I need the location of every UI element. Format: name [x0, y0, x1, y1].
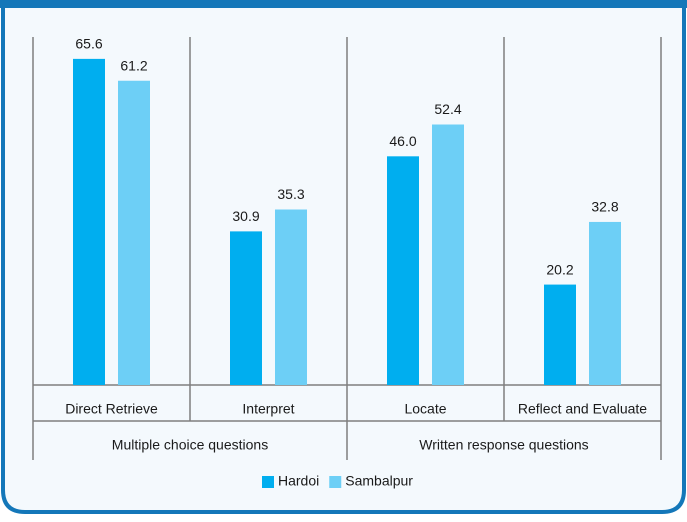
value-label: 52.4 — [434, 101, 461, 117]
bar — [230, 231, 262, 385]
legend-label: Hardoi — [278, 473, 319, 489]
bar — [432, 124, 464, 386]
group-label: Multiple choice questions — [112, 437, 268, 453]
category-label: Locate — [404, 401, 446, 417]
legend-swatch — [262, 476, 274, 488]
value-label: 32.8 — [591, 199, 618, 215]
bar — [544, 284, 576, 385]
bar — [73, 58, 105, 385]
category-label: Interpret — [242, 401, 294, 417]
frame-top — [0, 0, 687, 8]
bar — [589, 221, 621, 385]
legend-label: Sambalpur — [345, 473, 413, 489]
value-label: 61.2 — [120, 57, 147, 73]
bar — [387, 156, 419, 385]
value-label: 20.2 — [546, 261, 573, 277]
bar — [118, 80, 150, 386]
value-label: 30.9 — [232, 208, 259, 224]
legend-swatch — [329, 476, 342, 488]
bar — [275, 209, 307, 385]
group-label: Written response questions — [419, 437, 588, 453]
value-label: 35.3 — [277, 186, 304, 202]
value-label: 46.0 — [389, 133, 416, 149]
value-label: 65.6 — [75, 36, 102, 52]
category-label: Direct Retrieve — [65, 401, 158, 417]
category-label: Reflect and Evaluate — [518, 401, 647, 417]
